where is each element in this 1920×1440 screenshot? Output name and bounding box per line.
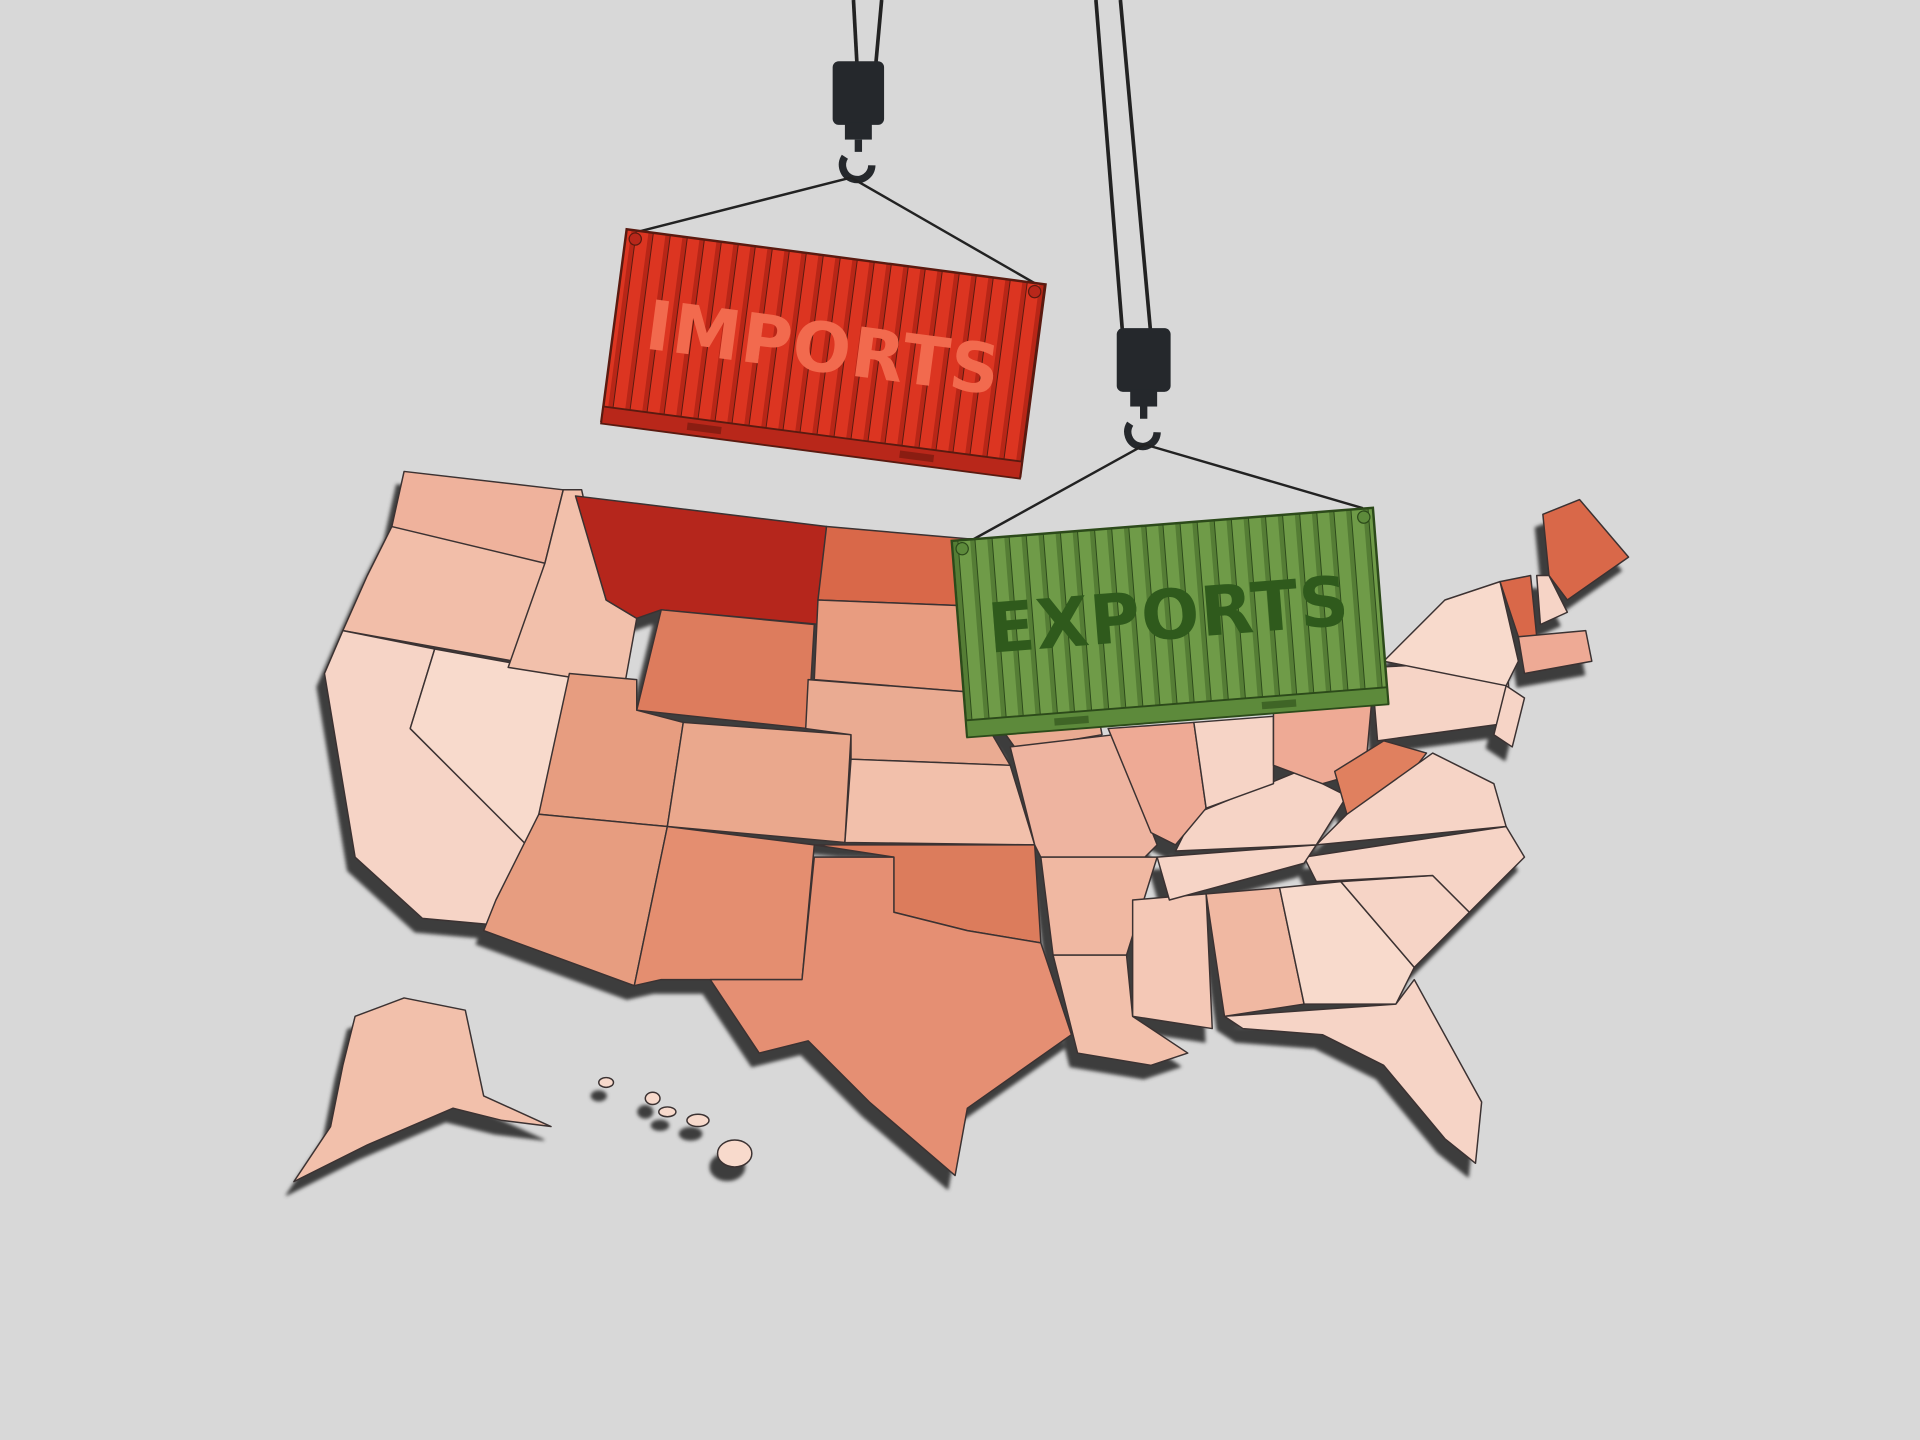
exports-container: EXPORTS: [950, 506, 1390, 739]
state: [716, 1139, 753, 1168]
state: [644, 1091, 661, 1106]
state: [844, 758, 1036, 846]
state: [293, 997, 552, 1183]
state: [686, 1113, 710, 1128]
state: [598, 1076, 615, 1089]
state: [1193, 715, 1275, 809]
state: [1156, 844, 1318, 901]
state: [636, 609, 816, 730]
state: [1517, 629, 1593, 675]
state: [1052, 954, 1189, 1067]
state: [1278, 880, 1416, 1005]
state: [817, 525, 975, 607]
state: [482, 813, 669, 987]
state: [1493, 684, 1526, 748]
imports-crane: [633, 0, 1039, 287]
state: [658, 1106, 677, 1118]
state: [1131, 893, 1213, 1030]
state: [1382, 580, 1520, 687]
state: [1536, 574, 1569, 626]
state: [813, 599, 975, 693]
state: [342, 525, 546, 662]
state: [1542, 498, 1630, 601]
state: [1223, 978, 1483, 1164]
state: [709, 856, 1073, 1177]
imports-container: IMPORTS: [600, 227, 1047, 480]
state: [1174, 770, 1348, 852]
state: [1315, 752, 1507, 846]
exports-crane: [958, 0, 1364, 549]
state: [1107, 721, 1207, 846]
state: [666, 721, 852, 844]
